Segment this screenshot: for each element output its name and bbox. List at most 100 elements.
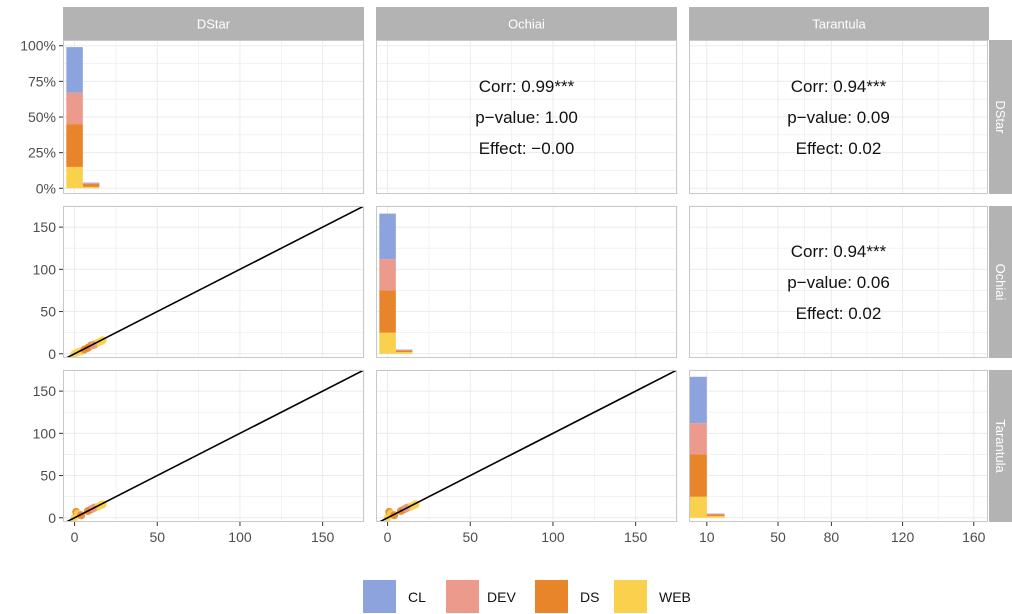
x-tick-label: 150	[311, 529, 335, 545]
correlation-text: Corr: 0.99***	[479, 77, 575, 96]
scatter-marks	[377, 370, 677, 522]
strip-right-label: Tarantula	[993, 419, 1008, 473]
x-tick-label: 100	[541, 529, 565, 545]
y-tick-label: 25%	[28, 145, 56, 161]
histogram-bar-cl	[82, 182, 100, 184]
legend-label: WEB	[659, 589, 691, 605]
y-tick-label: 50	[40, 304, 56, 320]
legend-entry-dev: DEV	[446, 580, 516, 613]
legend-label: DS	[580, 589, 599, 605]
legend-label: CL	[408, 589, 426, 605]
p-value-text: p−value: 1.00	[475, 108, 578, 127]
legend-entry-web: WEB	[614, 580, 691, 613]
y-tick-label: 0%	[36, 180, 56, 196]
histogram-bar-ds	[82, 184, 100, 187]
panel-tarantula-ochiai	[376, 369, 678, 522]
legend-swatch-dev	[446, 580, 479, 613]
strip-right-label: DStar	[993, 100, 1008, 134]
legend-entry-ds: DS	[535, 580, 599, 613]
scatter-marks	[64, 206, 364, 358]
legend-swatch-ds	[535, 580, 568, 613]
strip-top-ochiai	[376, 7, 677, 40]
scatter-marks	[64, 370, 364, 522]
panel-tarantula-dstar	[63, 369, 365, 522]
histogram-bar-dev	[689, 423, 707, 455]
legend-swatch-cl	[363, 580, 396, 613]
x-tick-label: 50	[149, 529, 165, 545]
legend-entry-cl: CL	[363, 580, 426, 613]
y-tick-label: 150	[33, 383, 57, 399]
panel-border	[63, 370, 364, 522]
histogram-bar-web	[706, 516, 725, 518]
y-tick-label: 100	[33, 261, 57, 277]
panel-border	[689, 370, 988, 522]
strip-top-label: Ochiai	[508, 17, 545, 32]
x-tick-label: 50	[462, 529, 478, 545]
panel-ochiai-dstar	[63, 205, 365, 358]
x-tick-label: 0	[71, 529, 79, 545]
panel-ochiai-tarantula: Corr: 0.94*** p−value: 0.06 Effect: 0.02	[689, 205, 988, 358]
legend-swatch-web	[614, 580, 647, 613]
correlation-text: Corr: 0.94***	[791, 242, 887, 261]
y-tick-label: 0	[48, 510, 56, 526]
x-tick-label: 160	[962, 529, 986, 545]
panel-background	[376, 206, 677, 358]
strip-right-ochiai	[989, 206, 1012, 358]
p-value-text: p−value: 0.06	[787, 273, 890, 292]
x-tick-label: 0	[384, 529, 392, 545]
panel-dstar-tarantula: Corr: 0.94*** p−value: 0.09 Effect: 0.02	[689, 40, 988, 194]
y-tick-label: 0	[48, 346, 56, 362]
histogram-bar-ds	[706, 514, 725, 517]
y-tick-label: 150	[33, 219, 57, 235]
panel-border	[689, 206, 988, 358]
correlation-text: Corr: 0.94***	[791, 77, 887, 96]
y-tick-label: 100%	[20, 38, 56, 54]
effect-text: Effect: 0.02	[796, 304, 882, 323]
histogram-bar-cl	[379, 213, 396, 260]
strip-right-label: Ochiai	[993, 264, 1008, 301]
p-value-text: p−value: 0.09	[787, 108, 890, 127]
histogram-bar-web	[379, 332, 396, 354]
histogram-bar-dev	[82, 183, 100, 185]
panel-dstar-dstar	[63, 40, 365, 194]
histogram-bar-dev	[66, 92, 83, 125]
histogram-bar-ds	[689, 454, 707, 497]
y-tick-label: 75%	[28, 73, 56, 89]
panel-border	[63, 206, 364, 358]
strip-top-dstar	[63, 7, 364, 40]
strip-top-tarantula	[689, 7, 989, 40]
histogram-bar-dev	[379, 259, 396, 291]
legend-label: DEV	[487, 589, 516, 605]
panel-ochiai-ochiai	[376, 205, 678, 358]
x-tick-label: 120	[891, 529, 915, 545]
effect-text: Effect: −0.00	[479, 139, 575, 158]
histogram-bar-ds	[395, 350, 413, 353]
x-tick-label: 10	[699, 529, 715, 545]
panel-tarantula-tarantula	[689, 369, 988, 522]
histogram-bar-web	[395, 352, 413, 354]
x-tick-label: 50	[770, 529, 786, 545]
y-tick-label: 100	[33, 425, 57, 441]
strip-right-tarantula	[989, 370, 1012, 522]
x-tick-label: 150	[624, 529, 648, 545]
strip-top-label: DStar	[197, 17, 231, 32]
panel-border	[376, 206, 677, 358]
histogram-bar-ds	[379, 290, 396, 333]
histogram-bar-cl	[689, 376, 707, 424]
identity-line	[64, 206, 364, 358]
y-tick-label: 50	[40, 468, 56, 484]
panel-background	[689, 370, 988, 522]
histogram-bar-web	[82, 186, 100, 189]
x-tick-label: 100	[228, 529, 252, 545]
panel-border	[63, 40, 364, 194]
x-tick-label: 80	[824, 529, 840, 545]
histogram-bar-ds	[66, 124, 83, 167]
effect-text: Effect: 0.02	[796, 139, 882, 158]
histogram-bar-web	[66, 166, 83, 189]
identity-line	[377, 370, 677, 522]
panel-border	[376, 40, 677, 194]
panel-dstar-ochiai: Corr: 0.99*** p−value: 1.00 Effect: −0.00	[376, 40, 678, 194]
identity-line	[64, 370, 364, 522]
panel-border	[376, 370, 677, 522]
